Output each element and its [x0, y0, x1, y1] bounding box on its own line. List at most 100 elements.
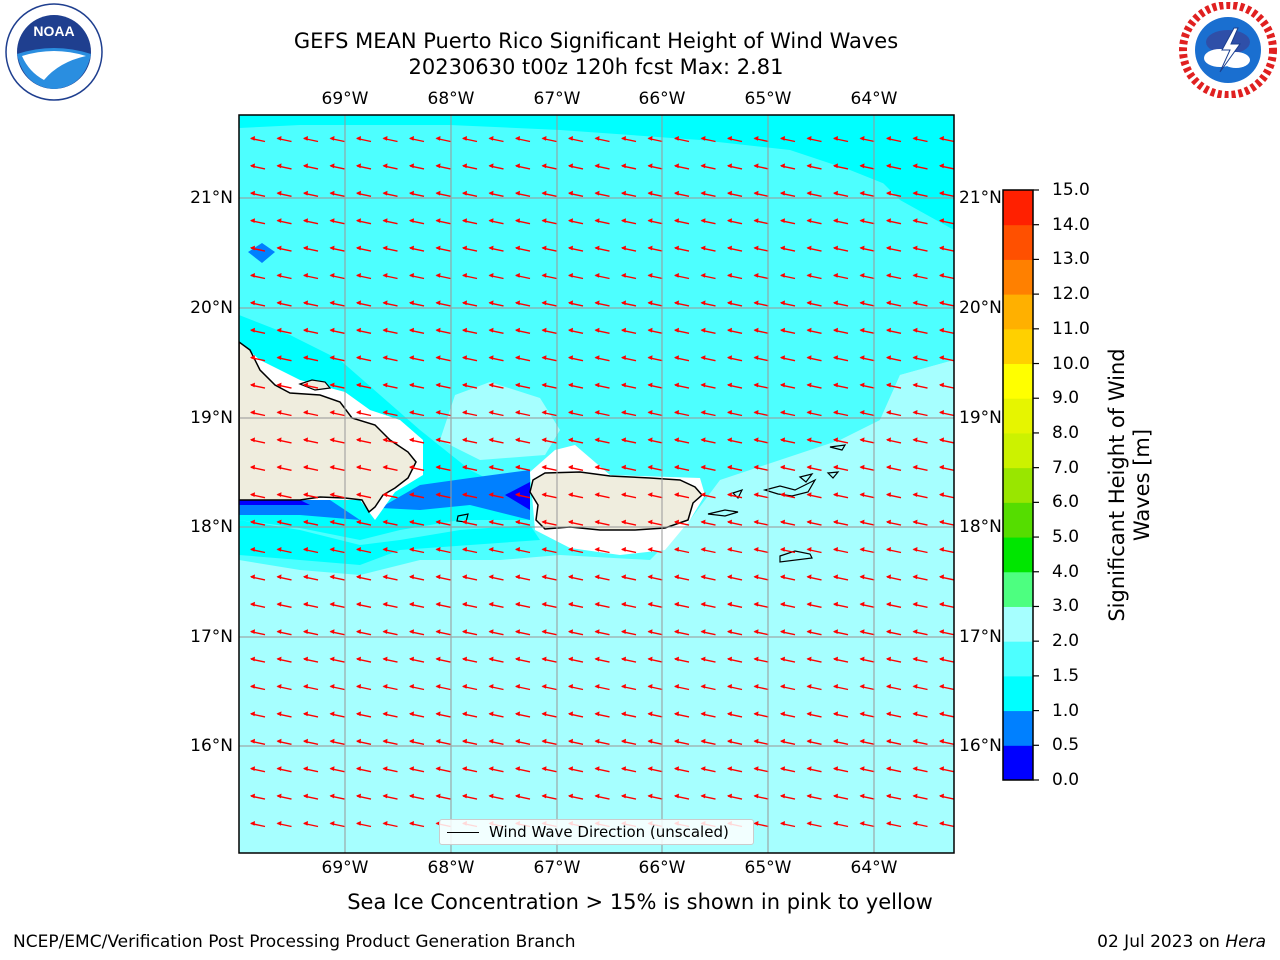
wave-arrow-head: [276, 382, 282, 388]
wave-arrow-head: [568, 327, 573, 333]
wave-arrow-head: [250, 738, 255, 744]
wave-arrow-head: [409, 601, 414, 607]
wave-arrow-head: [727, 684, 732, 689]
wave-arrow-head: [409, 382, 414, 388]
wave-arrow-head: [674, 410, 679, 415]
wave-arrow-head: [462, 218, 467, 223]
wave-arrow-head: [356, 738, 361, 744]
wave-arrow-head: [674, 492, 679, 497]
wave-arrow-head: [594, 327, 600, 333]
wave-arrow-head: [276, 738, 282, 744]
wave-arrow-head: [276, 300, 282, 306]
land-tortuga: [298, 379, 332, 391]
wave-arrow-head: [886, 738, 891, 744]
wave-arrow-head: [674, 793, 679, 799]
wave-arrow-head: [621, 136, 626, 141]
wave-arrow-head: [435, 547, 441, 552]
colorbar-tick-label: 9.0: [1052, 388, 1080, 409]
wave-arrow-head: [462, 437, 467, 443]
wave-arrow-head: [435, 245, 441, 251]
wave-arrow-head: [886, 547, 891, 552]
wave-arrow-head: [568, 300, 573, 306]
wave-arrow-head: [833, 684, 838, 689]
colorbar-segment: [1003, 398, 1033, 434]
wave-arrow-head: [833, 711, 838, 717]
wave-arrow-head: [435, 355, 441, 360]
wave-arrow-head: [780, 766, 785, 771]
wave-arrow-head: [859, 355, 865, 360]
wave-arrow-head: [276, 190, 282, 196]
wave-arrow-head: [462, 684, 467, 689]
chart-title: GEFS MEAN Puerto Rico Significant Height…: [293, 29, 899, 53]
wave-arrow-head: [568, 629, 573, 634]
wave-arrow-head: [727, 574, 732, 580]
lat-label-left: 17°N: [190, 627, 233, 647]
wave-arrow-head: [859, 766, 865, 771]
wave-arrow-head: [700, 190, 706, 196]
wave-arrow-head: [859, 410, 865, 415]
wave-arrow-head: [700, 355, 706, 360]
wave-arrow-head: [250, 355, 255, 360]
wave-arrow-head: [833, 410, 838, 415]
wave-arrow-head: [700, 464, 706, 470]
wave-arrow-head: [700, 766, 706, 771]
wave-arrow-head: [356, 327, 361, 333]
wave-arrow-head: [621, 574, 626, 580]
wave-arrow-head: [753, 245, 759, 251]
wave-arrow-head: [382, 327, 388, 333]
wave-arrow-head: [674, 684, 679, 689]
wave-arrow-head: [780, 218, 785, 223]
wave-arrow-head: [382, 629, 388, 634]
wave-arrow-head: [409, 547, 414, 552]
wave-arrow-head: [833, 190, 838, 196]
wave-arrow-head: [435, 793, 441, 799]
wave-arrow-head: [594, 136, 600, 141]
wave-arrow-head: [621, 190, 626, 196]
wave-arrow-head: [886, 136, 891, 141]
lat-label-right: 17°N: [959, 627, 1002, 647]
wave-arrow-head: [250, 656, 255, 662]
wave-arrow-head: [541, 355, 547, 360]
wave-arrow-head: [250, 574, 255, 580]
wave-arrow-head: [833, 300, 838, 306]
wave-arrow-head: [303, 464, 308, 470]
wave-arrow-head: [912, 601, 918, 607]
wave-arrow-head: [806, 574, 812, 580]
wave-arrow-head: [462, 519, 467, 525]
wave-arrow-head: [329, 738, 335, 744]
wave-arrow-head: [621, 382, 626, 388]
wave-arrow-head: [727, 245, 732, 251]
wave-arrow-head: [806, 601, 812, 607]
wave-arrow-head: [276, 218, 282, 223]
wave-arrow-head: [568, 273, 573, 278]
footer-date: 02 Jul 2023 on Hera: [1097, 932, 1266, 952]
wave-arrow-head: [594, 711, 600, 717]
colorbar-tick-label: 4.0: [1052, 561, 1080, 582]
wave-arrow-head: [727, 766, 732, 771]
wave-arrow-head: [541, 327, 547, 333]
wave-arrow-head: [859, 218, 865, 223]
wave-arrow-head: [753, 437, 759, 443]
wave-arrow-head: [700, 492, 706, 497]
map-figure: [238, 114, 1039, 854]
wave-arrow-head: [382, 711, 388, 717]
noaa-logo: NOAA: [5, 3, 103, 101]
wave-arrow-head: [621, 410, 626, 415]
wave-arrow-head: [541, 574, 547, 580]
wave-arrow-head: [674, 245, 679, 251]
wave-arrow-head: [859, 793, 865, 799]
wave-arrow-head: [250, 245, 255, 251]
wave-arrow-head: [462, 464, 467, 470]
wave-arrow-head: [303, 738, 308, 744]
wave-arrow-head: [753, 547, 759, 552]
wave-arrow-head: [409, 273, 414, 278]
wave-arrow-head: [594, 656, 600, 662]
wave-arrow-head: [912, 410, 918, 415]
lat-label-right: 20°N: [959, 298, 1002, 318]
wave-arrow-head: [727, 273, 732, 278]
wave-arrow-head: [462, 273, 467, 278]
wave-arrow-head: [382, 793, 388, 799]
wave-arrow-head: [674, 629, 679, 634]
wave-arrow-head: [753, 327, 759, 333]
wave-arrow-head: [594, 766, 600, 771]
